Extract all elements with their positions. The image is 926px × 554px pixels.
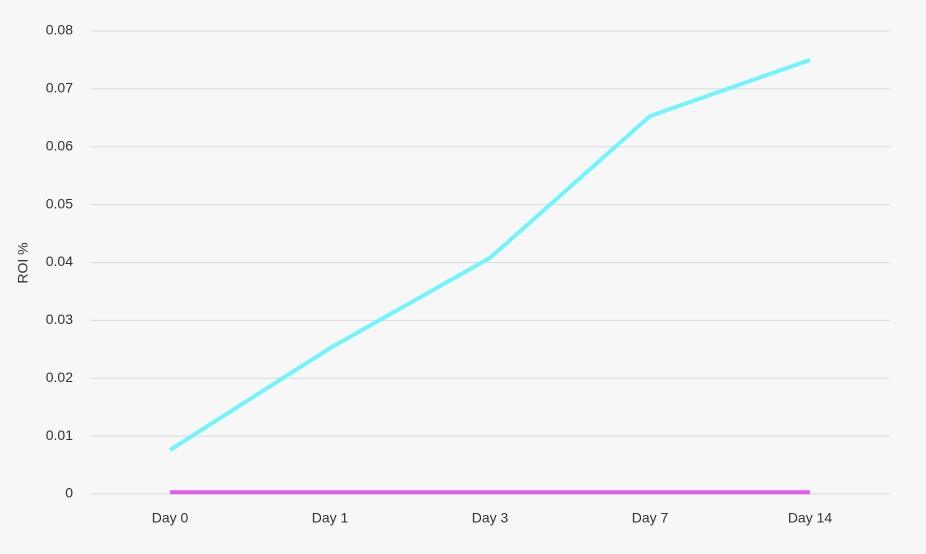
x-tick-label: Day 14 [788, 510, 833, 526]
y-axis-label: ROI % [15, 242, 31, 283]
y-tick-label: 0.02 [46, 369, 73, 385]
y-tick-label: 0.08 [46, 22, 73, 38]
y-tick-label: 0.01 [46, 427, 73, 443]
x-tick-label: Day 0 [152, 510, 189, 526]
x-tick-label: Day 1 [312, 510, 349, 526]
y-tick-label: 0.03 [46, 311, 73, 327]
y-tick-label: 0 [65, 485, 73, 501]
x-tick-label: Day 3 [472, 510, 509, 526]
series-line [168, 58, 811, 452]
y-tick-label: 0.07 [46, 80, 73, 96]
y-tick-label: 0.06 [46, 137, 73, 153]
y-tick-label: 0.04 [46, 253, 73, 269]
y-tick-label: 0.05 [46, 195, 73, 211]
x-tick-label: Day 7 [632, 510, 669, 526]
